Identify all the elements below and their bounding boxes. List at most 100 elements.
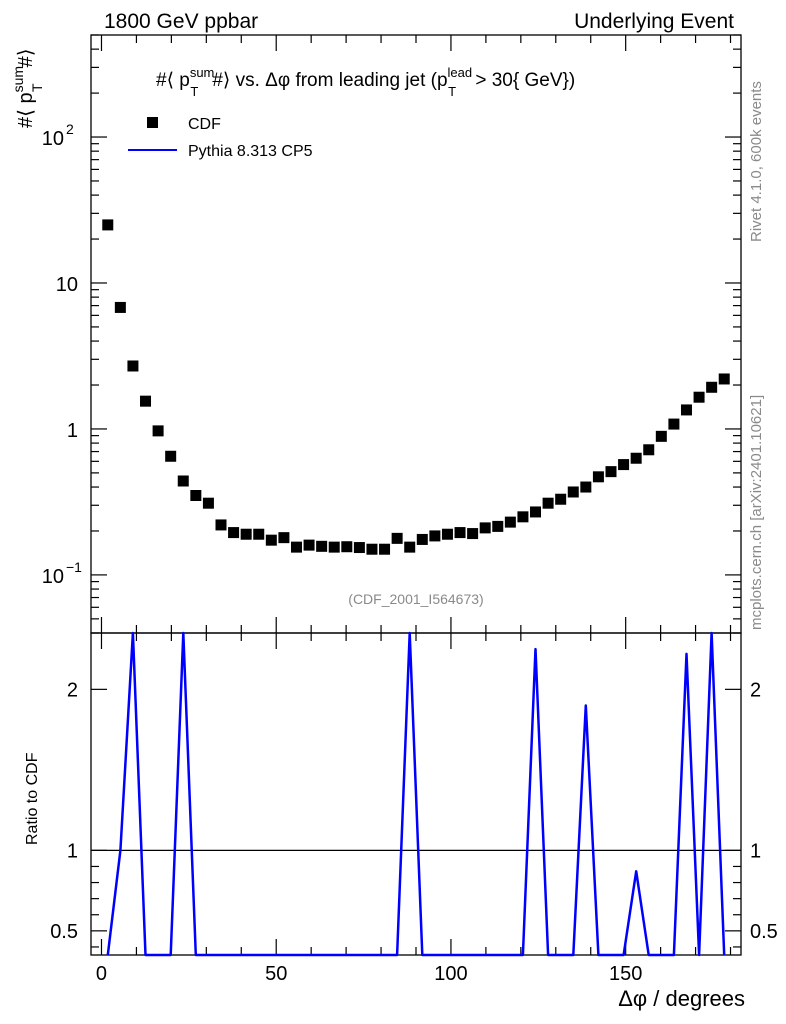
cdf-data-point <box>416 533 428 545</box>
cdf-data-point <box>253 528 265 540</box>
cdf-data-point <box>454 527 466 539</box>
cdf-data-point <box>341 541 353 553</box>
plot-title-sub2: T <box>448 84 456 99</box>
x-axis-label: Δφ / degrees <box>618 986 745 1011</box>
cdf-data-point <box>668 418 680 430</box>
cdf-data-point <box>127 360 139 372</box>
cdf-data-point <box>366 543 378 555</box>
ratio-y-tick-label-left: 2 <box>67 679 78 701</box>
plot-title-sup2: lead <box>448 65 473 80</box>
cdf-data-point <box>190 490 202 502</box>
cdf-data-point <box>479 522 491 534</box>
y-label-sub: T <box>29 83 45 92</box>
main-y-tick-label: 1 <box>67 420 78 442</box>
cdf-data-point <box>265 534 277 546</box>
y-label-sup: sum <box>10 66 26 92</box>
cdf-data-point <box>328 541 340 553</box>
cdf-data-point <box>102 219 114 231</box>
ratio-y-ticks: 0.5 0.5 1 1 2 2 <box>50 679 778 948</box>
legend-pythia-label: Pythia 8.313 CP5 <box>188 143 313 160</box>
legend: CDF Pythia 8.313 CP5 <box>128 116 313 160</box>
cdf-data-point <box>630 452 642 464</box>
x-tick-label: 100 <box>434 963 467 985</box>
cdf-data-point <box>391 532 403 544</box>
cdf-data-point <box>530 506 542 518</box>
main-x-ticks <box>100 35 732 633</box>
ratio-y-tick-label-left: 1 <box>67 840 78 862</box>
main-y-tick-label: 10 <box>42 566 64 588</box>
ratio-y-tick-label-right: 2 <box>750 679 761 701</box>
ratio-y-tick-label-left: 0.5 <box>50 921 78 943</box>
cdf-data-point <box>643 444 655 456</box>
plot-title-sub1: T <box>190 84 198 99</box>
cdf-data-point <box>655 430 667 442</box>
x-tick-label: 50 <box>265 963 287 985</box>
plot-title-suffix: > 30{ GeV}) <box>470 70 575 91</box>
cdf-data-point <box>580 481 592 493</box>
cdf-data-point <box>140 395 152 407</box>
cdf-data-point <box>618 459 630 471</box>
ratio-y-tick-label-right: 1 <box>750 840 761 862</box>
x-tick-label: 0 <box>96 963 107 985</box>
plot-title-prefix: #⟨ p <box>156 70 190 91</box>
y-label-prefix: #⟨ p <box>15 92 37 128</box>
mcplots-label: mcplots.cern.ch [arXiv:2401.10621] <box>748 395 765 630</box>
cdf-data-point <box>555 493 567 505</box>
x-label-rest: / degrees <box>647 986 745 1011</box>
cdf-data-point <box>114 301 126 313</box>
cdf-data-point <box>353 542 365 554</box>
cdf-data-point <box>567 486 579 498</box>
ratio-panel: 0.5 0.5 1 1 2 2 0 50 100 150 Ratio to CDF Δφ / d… <box>24 631 778 1011</box>
plot-title-sup1: sum <box>190 65 215 80</box>
analysis-watermark: (CDF_2001_I564673) <box>348 591 483 607</box>
cdf-markers <box>102 219 730 555</box>
cdf-data-point <box>316 540 328 552</box>
ratio-y-tick-label-right: 0.5 <box>750 921 778 943</box>
cdf-data-point <box>240 528 252 540</box>
ratio-x-ticks: 0 50 100 150 <box>96 633 732 985</box>
main-y-tick-exponent: 2 <box>66 121 74 137</box>
plot-title: #⟨ psum T#⟩ vs. Δφ from leading jet (plea… <box>156 65 575 99</box>
cdf-data-point <box>441 528 453 540</box>
cdf-data-point <box>290 541 302 553</box>
cdf-data-point <box>592 471 604 483</box>
header-left-label: 1800 GeV ppbar <box>104 10 258 33</box>
main-y-tick-exponent: −1 <box>66 559 82 575</box>
cdf-data-point <box>517 511 529 523</box>
x-label-delta: Δφ <box>618 986 647 1011</box>
cdf-data-point <box>492 520 504 532</box>
cdf-data-point <box>542 497 554 509</box>
legend-cdf-marker <box>147 117 158 128</box>
main-y-tick-label: 10 <box>56 274 78 296</box>
cdf-data-point <box>693 391 705 403</box>
pythia-ratio-line <box>106 631 726 957</box>
cdf-data-point <box>215 519 227 531</box>
main-y-tick-label: 10 <box>42 128 64 150</box>
legend-cdf-label: CDF <box>188 116 221 133</box>
ratio-y-axis-label: Ratio to CDF <box>24 752 41 845</box>
cdf-data-point <box>706 381 718 393</box>
x-tick-label: 150 <box>609 963 642 985</box>
header-right-label: Underlying Event <box>574 10 734 33</box>
cdf-data-point <box>379 543 391 555</box>
cdf-data-point <box>404 541 416 553</box>
main-y-axis-label: #⟨ psum T #⟩ <box>10 48 45 128</box>
plot-title-mid: #⟩ vs. Δφ from leading jet (p <box>212 70 447 91</box>
cdf-data-point <box>278 532 290 544</box>
cdf-data-point <box>467 528 479 540</box>
cdf-data-point <box>177 475 189 487</box>
cdf-data-point <box>605 466 617 478</box>
cdf-data-point <box>165 450 177 462</box>
cdf-data-point <box>303 539 315 551</box>
rivet-version-label: Rivet 4.1.0, 600k events <box>748 81 765 242</box>
y-label-suffix: #⟩ <box>15 48 37 67</box>
cdf-data-point <box>228 527 240 539</box>
cdf-data-point <box>429 530 441 542</box>
cdf-data-point <box>152 425 164 437</box>
cdf-data-point <box>504 516 516 528</box>
cdf-data-point <box>718 373 730 385</box>
cdf-data-point <box>202 497 214 509</box>
